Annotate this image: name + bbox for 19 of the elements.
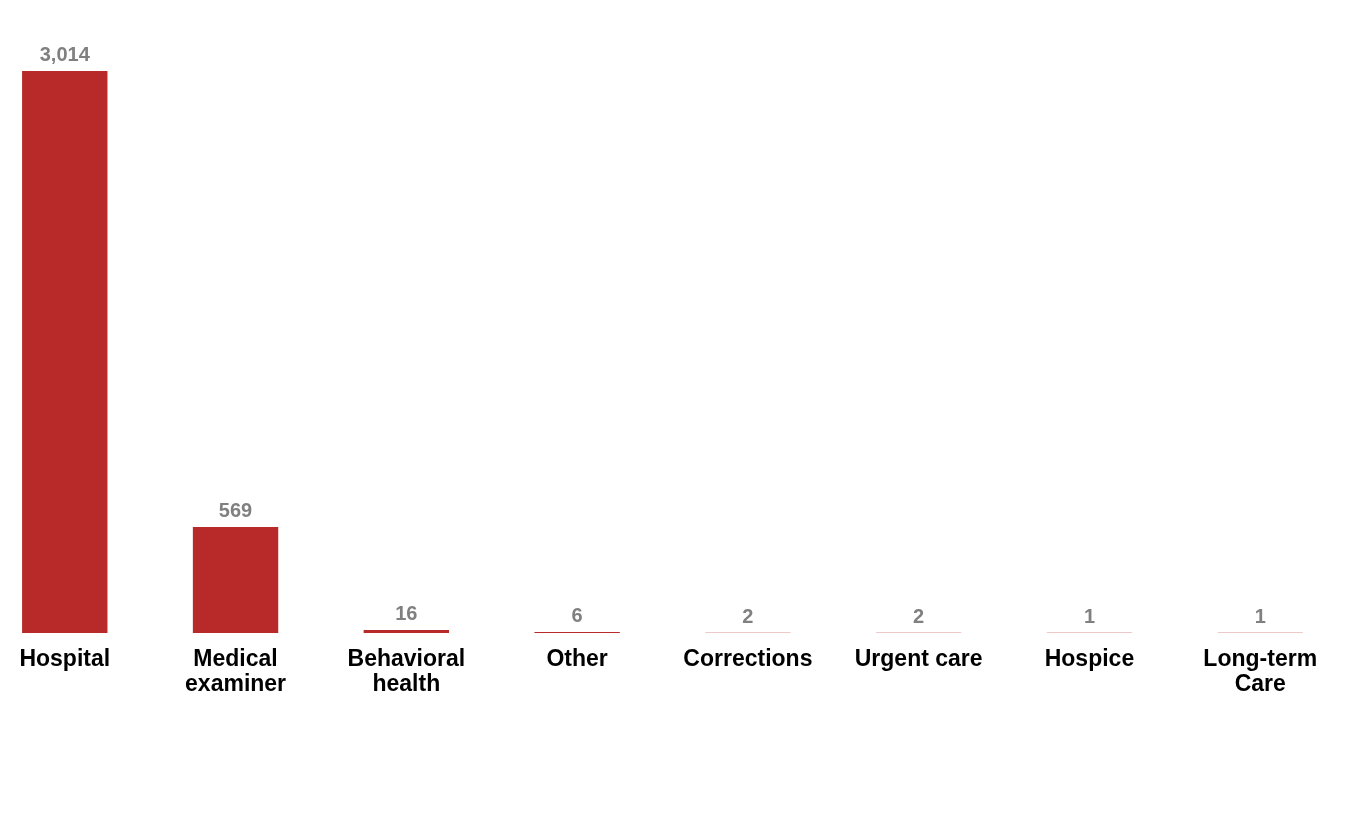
data-label: 1 (1254, 604, 1266, 627)
x-tick-label: Long-term Care (1203, 644, 1318, 696)
data-label: 3,014 (39, 43, 91, 65)
x-tick-label: Behavioral health (347, 644, 466, 696)
bar (363, 630, 450, 633)
x-tick-label: Urgent care (854, 644, 983, 671)
data-label: 2 (742, 604, 754, 627)
x-tick-label: Medical examiner (185, 644, 287, 696)
x-tick-label: Hospital (19, 644, 111, 671)
bar (192, 526, 279, 633)
x-tick-label: Other (546, 644, 608, 671)
data-label: 2 (913, 604, 925, 627)
x-tick-label: Corrections (683, 644, 813, 671)
x-tick-label: Hospice (1044, 644, 1135, 671)
bar (22, 71, 108, 633)
data-label: 6 (571, 603, 583, 626)
data-label: 1 (1083, 604, 1096, 627)
data-label: 569 (218, 498, 253, 521)
data-label: 16 (395, 602, 418, 625)
